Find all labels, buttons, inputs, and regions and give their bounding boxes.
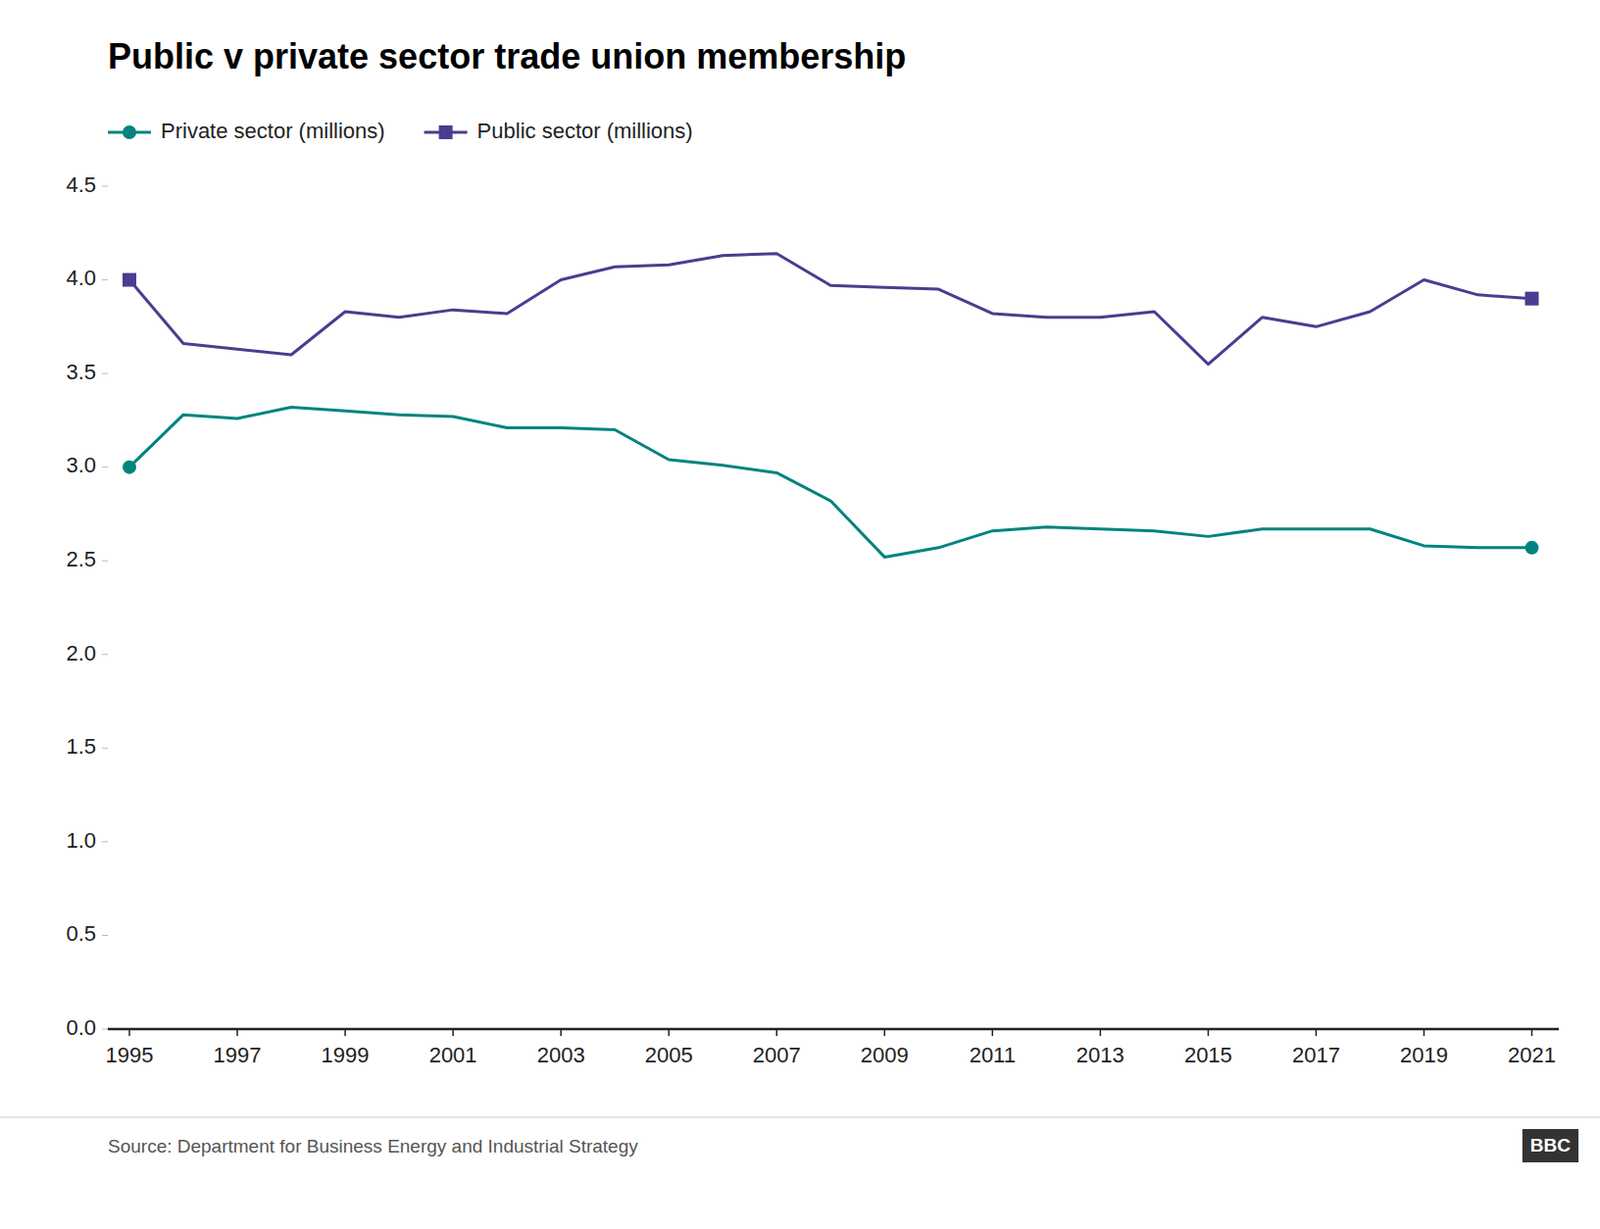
series bbox=[122, 407, 1539, 558]
logo-box bbox=[1522, 1129, 1579, 1163]
y-tick-label: 1.5 bbox=[65, 734, 97, 759]
y-tick-label: 3.5 bbox=[65, 359, 97, 385]
marker bbox=[1524, 292, 1539, 306]
legend-item: Private sector (millions) bbox=[107, 118, 386, 144]
x-tick bbox=[236, 1029, 239, 1037]
x-tick bbox=[667, 1029, 670, 1037]
x-tick bbox=[992, 1029, 995, 1037]
x-tick bbox=[775, 1029, 778, 1037]
series bbox=[122, 253, 1539, 365]
y-tick bbox=[101, 653, 108, 655]
line bbox=[129, 407, 1532, 558]
x-tick-label: 2011 bbox=[969, 1043, 1016, 1068]
legend-marker bbox=[439, 125, 453, 140]
x-tick bbox=[1423, 1029, 1426, 1037]
plot-area bbox=[122, 253, 1539, 558]
marker bbox=[122, 273, 137, 288]
y-tick bbox=[101, 186, 108, 188]
y-axis: 0.0 0.5 1.0 1.5 2.0 2.5 3.0 3.5 4.0 4.5 bbox=[65, 172, 108, 1041]
legend-label: Private sector (millions) bbox=[160, 118, 386, 144]
marker bbox=[122, 460, 137, 475]
x-tick bbox=[1315, 1029, 1318, 1037]
x-tick bbox=[451, 1029, 454, 1037]
x-axis: 1995 1997 1999 2001 2003 2005 2007 2009 2011 2013… bbox=[105, 1029, 1559, 1068]
x-tick-label: 2003 bbox=[537, 1043, 586, 1068]
title: Public v private sector trade union memb… bbox=[107, 36, 906, 77]
source: Source: Department for Business Energy a… bbox=[107, 1136, 639, 1157]
y-tick bbox=[101, 279, 108, 281]
y-tick bbox=[101, 841, 108, 843]
y-tick bbox=[101, 935, 108, 937]
y-tick-label: 3.0 bbox=[65, 452, 97, 478]
legend-marker bbox=[122, 125, 137, 140]
y-tick-label: 0.5 bbox=[65, 921, 97, 947]
legend-item: Public sector (millions) bbox=[424, 118, 694, 144]
x-tick bbox=[884, 1029, 887, 1037]
x-tick bbox=[1100, 1029, 1102, 1037]
x-tick bbox=[1531, 1029, 1534, 1037]
x-tick bbox=[344, 1029, 347, 1037]
y-tick-label: 2.0 bbox=[65, 641, 97, 666]
logo-text: BBC bbox=[1530, 1135, 1571, 1156]
marker bbox=[1524, 541, 1539, 555]
x-tick bbox=[1207, 1029, 1210, 1037]
y-tick-label: 4.5 bbox=[65, 172, 97, 198]
y-tick-label: 2.5 bbox=[65, 547, 97, 572]
x-tick-label: 2021 bbox=[1507, 1043, 1556, 1068]
legend-label: Public sector (millions) bbox=[477, 118, 694, 144]
x-tick bbox=[559, 1029, 562, 1037]
x-tick-label: 2007 bbox=[752, 1043, 801, 1068]
y-tick-label: 1.0 bbox=[65, 828, 97, 853]
y-tick-label: 0.0 bbox=[65, 1015, 97, 1041]
x-tick-label: 1999 bbox=[321, 1043, 370, 1068]
legend: Private sector (millions) Public sector (… bbox=[107, 118, 694, 144]
y-tick bbox=[101, 560, 108, 562]
logo: BBC bbox=[1522, 1129, 1579, 1163]
y-tick bbox=[101, 1029, 108, 1031]
separator bbox=[0, 1117, 1600, 1119]
x-tick-label: 1997 bbox=[213, 1043, 262, 1068]
x-tick-label: 2001 bbox=[429, 1043, 478, 1068]
x-axis-line bbox=[107, 1028, 1559, 1032]
x-tick-label: 2019 bbox=[1400, 1043, 1449, 1068]
x-tick-label: 2015 bbox=[1184, 1043, 1233, 1068]
x-tick-label: 2009 bbox=[860, 1043, 909, 1068]
chart: Public v private sector trade union memb… bbox=[0, 0, 1600, 1229]
line bbox=[129, 253, 1532, 365]
x-tick-label: 2017 bbox=[1292, 1043, 1341, 1068]
y-tick-label: 4.0 bbox=[65, 265, 97, 291]
y-tick bbox=[101, 748, 108, 750]
x-tick-label: 2013 bbox=[1076, 1043, 1125, 1068]
y-tick bbox=[101, 373, 108, 375]
x-tick-label: 2005 bbox=[645, 1043, 694, 1068]
x-tick-label: 1995 bbox=[105, 1043, 154, 1068]
x-tick bbox=[128, 1029, 131, 1037]
y-tick bbox=[101, 466, 108, 468]
